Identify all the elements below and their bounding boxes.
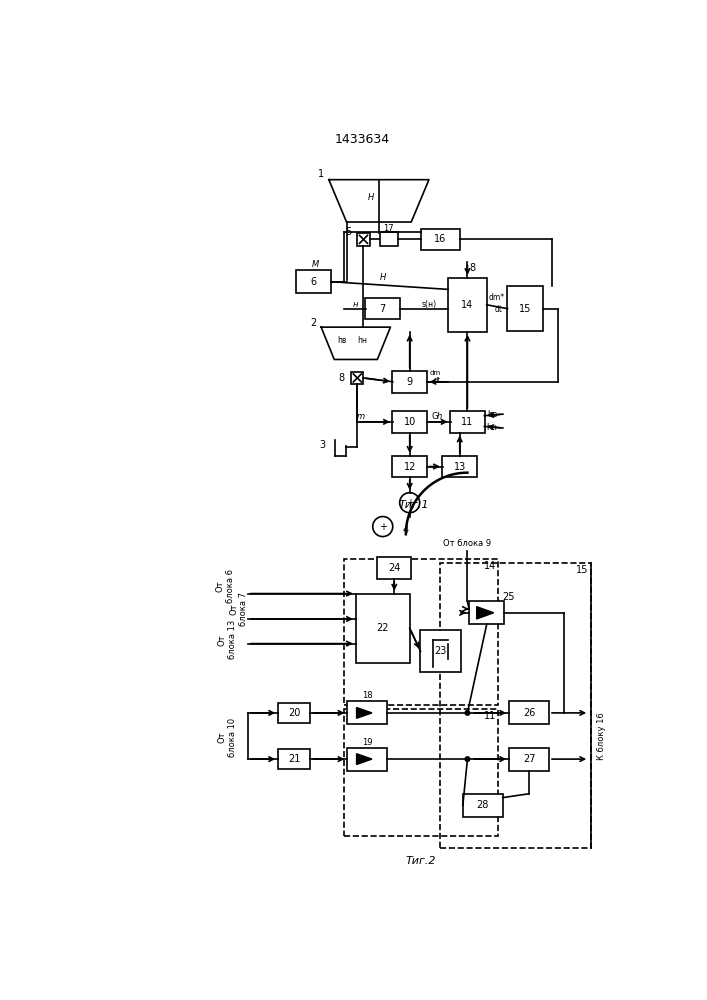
Bar [509,748,549,771]
Text: 15: 15 [519,304,532,314]
Bar [392,411,427,433]
Text: 8: 8 [339,373,345,383]
Bar [356,594,409,663]
Text: 12: 12 [404,462,416,472]
Text: 17: 17 [384,224,395,233]
Text: 22: 22 [377,623,389,633]
Text: 1433634: 1433634 [335,133,390,146]
Text: H: H [368,192,374,202]
Bar [347,748,387,771]
Text: hв: hв [337,336,346,345]
Text: 25: 25 [502,592,515,602]
Text: dt: dt [494,305,502,314]
Text: H: H [380,273,386,282]
Text: M: M [312,260,320,269]
Text: 8: 8 [469,263,475,273]
Bar [378,557,411,579]
Bar [392,371,427,393]
Text: dm
dt: dm dt [429,370,440,383]
Text: 14: 14 [461,300,474,310]
Text: 24: 24 [388,563,400,573]
Text: 11: 11 [461,417,474,427]
Bar [278,749,310,769]
Text: 6: 6 [310,277,317,287]
Bar [440,563,590,848]
Text: m: m [357,412,366,421]
Text: К блоку 16: К блоку 16 [597,712,606,760]
Text: От
блока 6: От блока 6 [215,569,235,603]
Text: 1: 1 [318,169,325,179]
Text: 19: 19 [362,738,373,747]
Text: От
блока 7: От блока 7 [229,592,248,626]
Text: 26: 26 [523,708,535,718]
Text: Τиг.1: Τиг.1 [398,500,428,510]
Bar [366,298,400,319]
Text: s(н): s(н) [421,300,436,309]
Bar [357,233,370,246]
Text: 7: 7 [380,304,386,314]
Bar [463,794,503,817]
Bar [344,559,498,705]
Text: 21: 21 [288,754,300,764]
Text: От
блока 13: От блока 13 [218,620,237,659]
Text: +: + [379,522,387,532]
Text: 13: 13 [454,462,466,472]
Bar [380,232,398,246]
Bar [450,411,485,433]
Bar [296,270,331,293]
Polygon shape [356,754,372,764]
Text: н: н [353,300,358,309]
Text: 9: 9 [407,377,413,387]
Text: +: + [406,498,414,508]
Bar [392,456,427,477]
Text: Τиг.2: Τиг.2 [406,856,436,866]
Text: 20: 20 [288,708,300,718]
Text: 5: 5 [345,227,351,237]
Text: 4: 4 [403,525,409,535]
Text: dm*: dm* [489,293,505,302]
Circle shape [465,711,469,715]
Bar [421,229,460,250]
Text: G: G [432,412,438,421]
Circle shape [465,757,469,761]
Bar [443,456,477,477]
Text: 2: 2 [310,318,317,328]
Text: hв: hв [487,410,497,419]
Text: 27: 27 [522,754,535,764]
Bar [509,701,549,724]
Bar [508,286,543,331]
Text: 28: 28 [477,800,489,810]
Text: 15: 15 [576,565,588,575]
Polygon shape [356,708,372,718]
Polygon shape [477,607,493,619]
Bar [469,601,504,624]
Text: 23: 23 [434,646,447,656]
Text: 11: 11 [484,711,496,721]
Bar [344,709,498,836]
Text: 14: 14 [484,561,496,571]
Text: 18: 18 [362,691,373,700]
Bar [278,703,310,723]
Text: h: h [436,412,442,421]
Bar [351,372,363,384]
Bar [421,630,460,672]
Text: 10: 10 [404,417,416,427]
Text: hн: hн [486,424,498,432]
Text: hн: hн [357,336,367,345]
Bar [448,278,486,332]
Bar [347,701,387,724]
Text: 3: 3 [320,440,326,450]
Text: От блока 9: От блока 9 [443,539,491,548]
Text: От
блока 10: От блока 10 [218,718,237,757]
Text: 16: 16 [434,234,447,244]
